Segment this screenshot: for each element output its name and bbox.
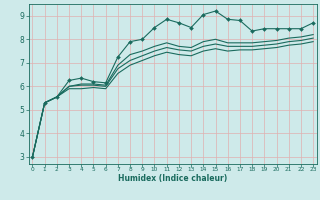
X-axis label: Humidex (Indice chaleur): Humidex (Indice chaleur): [118, 174, 228, 183]
